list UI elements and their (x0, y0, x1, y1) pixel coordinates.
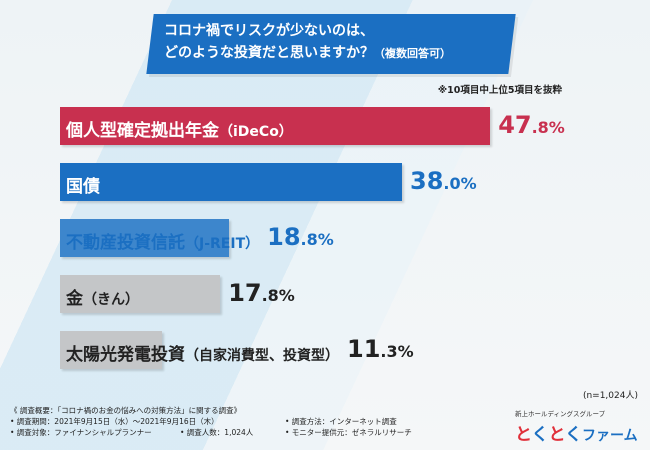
bar-label-3: 金（きん） (66, 289, 139, 309)
bar-4 (60, 331, 162, 369)
bar-value-4: 11.3% (347, 335, 414, 363)
bar-value-1: 38.0% (410, 167, 477, 195)
bar-label-0: 個人型確定拠出年金（iDeCo） (66, 121, 293, 141)
bar-3 (60, 275, 221, 313)
bar-1 (60, 163, 402, 201)
logo-group-name: 新上ホールディングスグループ (515, 410, 606, 418)
survey-monitor: • モニター提供元：ゼネラルリサーチ (285, 428, 412, 437)
survey-heading: 《 調査概要：「コロナ禍のお金の悩みへの対策方法」に関する調査》 (10, 406, 242, 415)
title-line-1: コロナ禍でリスクが少ないのは、 (164, 23, 374, 39)
title-line-2: どのような投資だと思いますか？ (164, 45, 374, 61)
survey-period: • 調査期間：2021年9月15日（水）～2021年9月16日（木） (10, 417, 219, 426)
bar-2 (60, 219, 230, 257)
logo-wordmark: とくとくファーム (515, 425, 638, 445)
bar-label-4: 太陽光発電投資（自家消費型、投資型） (66, 345, 339, 365)
bar-label-1: 国債 (66, 177, 100, 197)
survey-count: • 調査人数：1,024人 (180, 428, 254, 437)
selection-note: ※10項目中上位5項目を抜粋 (437, 85, 562, 96)
bar-value-3: 17.8% (228, 279, 295, 307)
bar-value-2: 18.8% (267, 223, 334, 251)
sample-size-note: (n=1,024人) (582, 391, 638, 401)
company-logo: 新上ホールディングスグループ とくとくファーム (515, 408, 645, 446)
bar-value-0: 47.8% (498, 111, 565, 139)
survey-target: • 調査対象：ファイナンシャルプランナー (10, 428, 152, 437)
survey-method: • 調査方法：インターネット調査 (285, 417, 397, 426)
bar-0 (60, 107, 491, 145)
chart-title: コロナ禍でリスクが少ないのは、 どのような投資だと思いますか？（複数回答可） (164, 20, 514, 65)
bar-label-2: 不動産投資信託（J-REIT） (66, 233, 260, 253)
title-suffix: （複数回答可） (374, 47, 451, 60)
survey-overview: 《 調査概要：「コロナ禍のお金の悩みへの対策方法」に関する調査》 • 調査期間：… (10, 405, 470, 438)
